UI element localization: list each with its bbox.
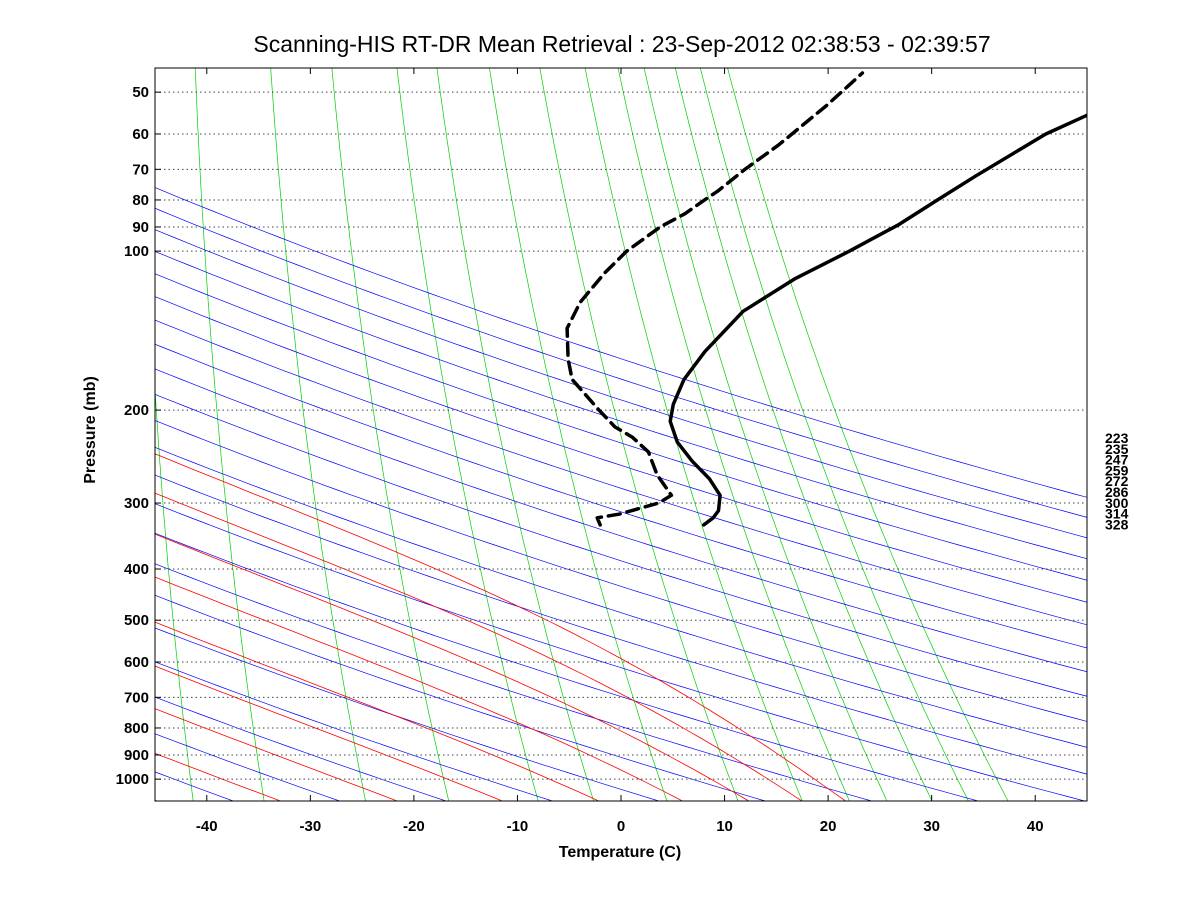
x-tick-label: -10 xyxy=(507,818,529,835)
moist-adiabat-label: 235 xyxy=(1105,441,1129,457)
y-tick-label: 200 xyxy=(124,402,149,419)
y-tick-label: 70 xyxy=(132,161,149,178)
moist-adiabat-label: 314 xyxy=(1105,506,1129,522)
dry-adiabat-line xyxy=(155,771,234,801)
y-tick-label: 700 xyxy=(124,689,149,706)
mixing-ratio-line xyxy=(194,68,265,801)
dry-adiabat-line xyxy=(155,420,1087,722)
x-tick-label: -20 xyxy=(403,818,425,835)
moist-adiabat-line xyxy=(155,533,749,801)
y-tick-label: 500 xyxy=(124,612,149,629)
dry-adiabat-line xyxy=(155,532,979,801)
dry-adiabat-line xyxy=(155,696,447,801)
mixing-ratio-line xyxy=(331,68,450,801)
x-tick-label: -30 xyxy=(299,818,321,835)
moist-adiabat-label: 328 xyxy=(1105,516,1129,532)
y-tick-label: 400 xyxy=(124,561,149,578)
moist-adiabat-label: 300 xyxy=(1105,495,1129,511)
x-tick-label: 0 xyxy=(617,818,625,835)
y-tick-label: 90 xyxy=(132,219,149,236)
x-tick-label: -40 xyxy=(196,818,218,835)
dry-adiabat-line xyxy=(155,368,1087,673)
dry-adiabat-line xyxy=(155,474,1087,775)
y-tick-label: 900 xyxy=(124,747,149,764)
mixing-ratio-line xyxy=(27,68,45,801)
moist-adiabat-label: 247 xyxy=(1105,452,1129,468)
dry-adiabat-line xyxy=(155,296,1087,603)
dry-adiabat-line xyxy=(155,319,1087,626)
x-axis-ticks: -40 -30 -20 -10 0 10 20 30 40 xyxy=(196,68,1044,835)
dry-adiabat-line xyxy=(155,251,1087,560)
moist-adiabat-label: 272 xyxy=(1105,473,1129,489)
dewpoint-profile xyxy=(565,71,865,527)
moist-adiabat-label: 223 xyxy=(1105,430,1129,446)
mixing-ratio-line xyxy=(584,68,803,801)
dry-adiabat-line xyxy=(155,393,1087,697)
x-tick-label: 10 xyxy=(716,818,733,835)
y-tick-label: 1000 xyxy=(116,771,149,788)
dry-adiabat-line xyxy=(155,563,872,801)
dry-adiabat-line xyxy=(155,594,766,801)
chart-title: Scanning-HIS RT-DR Mean Retrieval : 23-S… xyxy=(253,31,990,57)
mixing-ratio-line xyxy=(270,68,366,801)
y-axis-ticks: 50 60 70 80 90 100 200 300 400 500 600 700 800 900 100… xyxy=(116,84,161,788)
dry-adiabat-line xyxy=(155,733,340,801)
dry-adiabat-line xyxy=(155,273,1087,581)
mixing-ratio-line xyxy=(617,68,850,801)
mixing-ratio-line xyxy=(539,68,739,801)
x-axis-label: Temperature (C) xyxy=(559,844,681,861)
mixing-ratio-line xyxy=(643,68,888,801)
mixing-ratio-line xyxy=(155,384,194,801)
moist-adiabat-line xyxy=(155,621,599,801)
moist-adiabat-line xyxy=(155,708,398,801)
sounding-profiles xyxy=(565,71,1087,527)
moist-adiabat-line xyxy=(155,492,803,801)
y-tick-label: 300 xyxy=(124,495,149,512)
mixing-ratio-line xyxy=(727,68,1009,801)
x-tick-label: 40 xyxy=(1027,818,1044,835)
x-tick-label: 20 xyxy=(820,818,837,835)
moist-adiabat-line xyxy=(155,665,503,801)
mixing-ratio-line xyxy=(674,68,933,801)
mixing-ratio-line xyxy=(699,68,969,801)
dry-adiabat-line xyxy=(155,207,1087,518)
moist-adiabat-line xyxy=(155,576,683,801)
mixing-ratio-line xyxy=(489,68,668,801)
temperature-profile xyxy=(668,113,1087,527)
y-tick-label: 50 xyxy=(132,84,149,101)
y-tick-label: 100 xyxy=(124,243,149,260)
dry-adiabat-line xyxy=(155,503,1085,801)
dry-adiabat-line xyxy=(155,187,1087,498)
mixing-ratio-line xyxy=(396,68,539,801)
mixing-ratio-line xyxy=(436,68,594,801)
dry-adiabat-line xyxy=(155,229,1087,539)
background-lines xyxy=(27,68,1087,801)
y-tick-label: 80 xyxy=(132,192,149,209)
moist-adiabat-line xyxy=(155,453,846,801)
y-axis-label: Pressure (mb) xyxy=(82,376,99,484)
y-tick-label: 60 xyxy=(132,126,149,143)
moist-adiabat-label: 259 xyxy=(1105,462,1129,478)
y-tick-label: 600 xyxy=(124,654,149,671)
y-tick-label: 800 xyxy=(124,720,149,737)
dry-adiabat-line xyxy=(155,343,1087,649)
dry-adiabat-line xyxy=(155,446,1087,748)
moist-adiabat-label: 286 xyxy=(1105,484,1129,500)
x-tick-label: 30 xyxy=(923,818,940,835)
dry-adiabat-line xyxy=(155,661,553,801)
dry-adiabat-line xyxy=(155,627,659,801)
